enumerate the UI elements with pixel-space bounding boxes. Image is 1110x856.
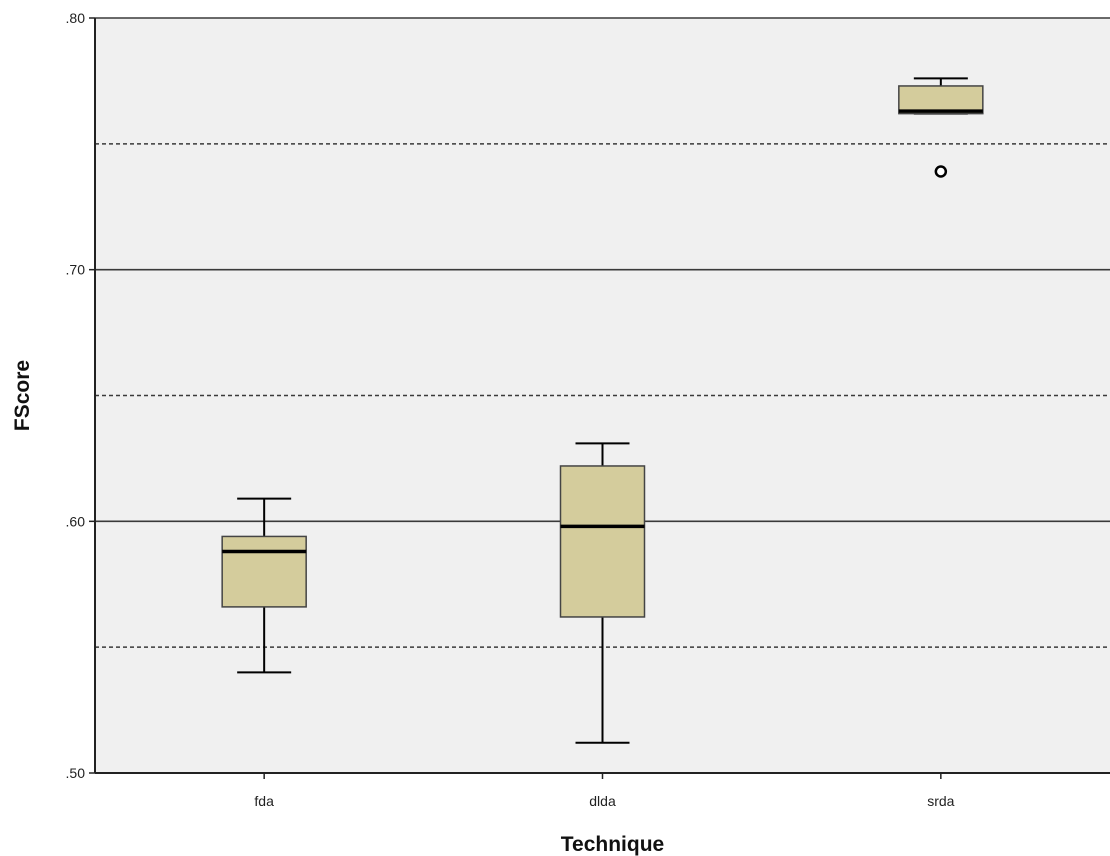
box-dlda bbox=[559, 465, 646, 618]
box-fda bbox=[221, 535, 307, 608]
x-tick-label: dlda bbox=[589, 793, 616, 809]
x-tick-label: fda bbox=[254, 793, 274, 809]
y-tick-label: .70 bbox=[66, 262, 86, 278]
y-axis-title: FScore bbox=[11, 360, 34, 431]
x-axis-title: Technique bbox=[561, 833, 664, 856]
x-tick-label: srda bbox=[927, 793, 954, 809]
outlier-point bbox=[934, 165, 948, 178]
y-tick-label: .60 bbox=[66, 513, 86, 529]
y-tick-label: .50 bbox=[66, 765, 86, 781]
y-tick-label: .80 bbox=[66, 10, 86, 26]
box-srda bbox=[898, 85, 984, 115]
